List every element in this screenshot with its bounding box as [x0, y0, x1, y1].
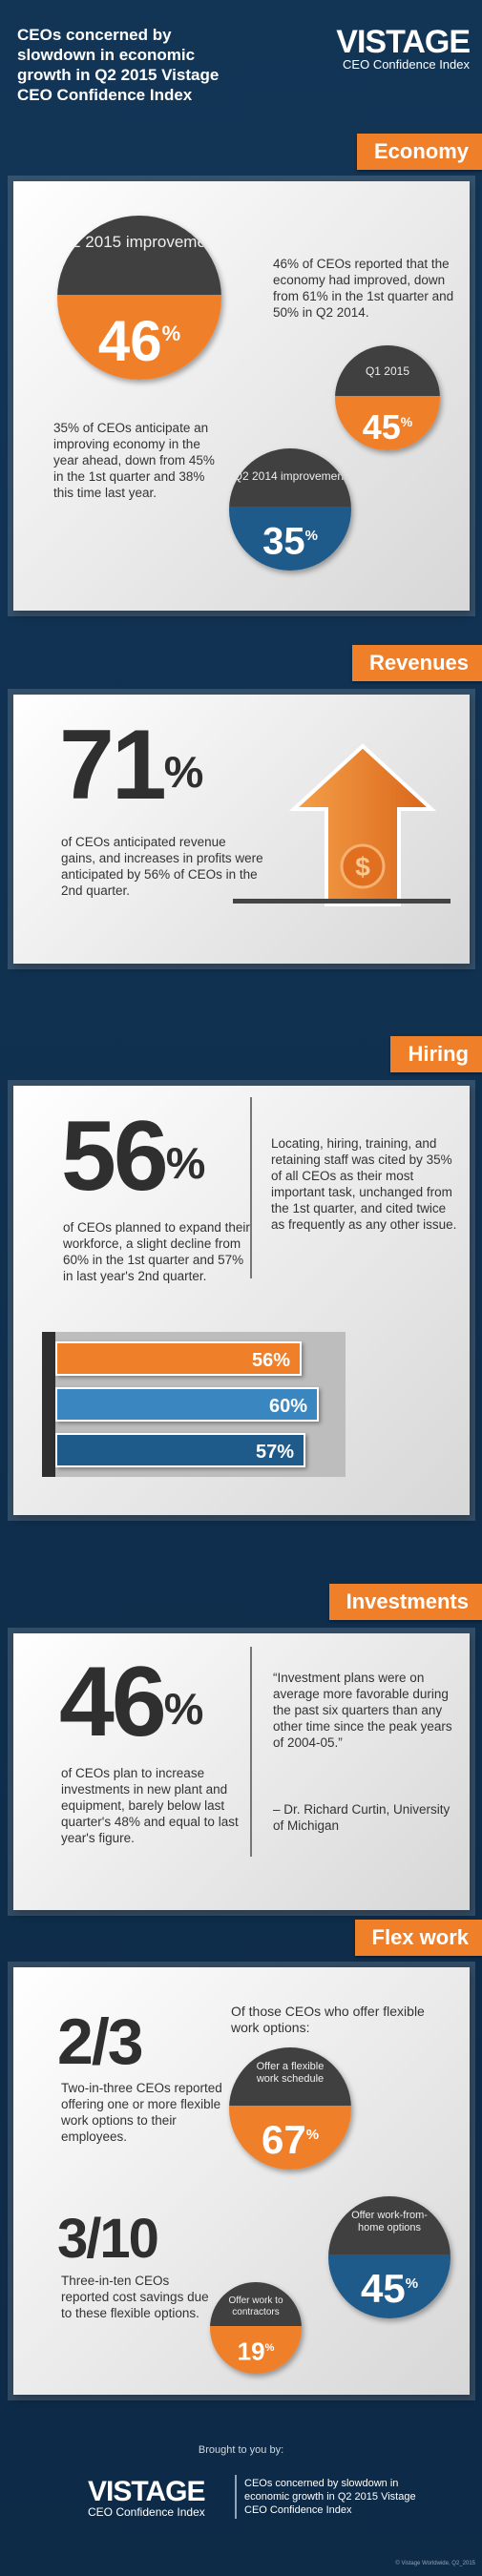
flex-options-heading: Of those CEOs who offer flexible work op…	[231, 2004, 425, 2035]
contractors-badge: Offer work to contractors 19%	[210, 2282, 302, 2374]
coin-symbol: $	[355, 852, 370, 882]
hiring-text-left: of CEOs planned to expand their workforc…	[63, 1220, 250, 1283]
footer-divider	[235, 2475, 237, 2519]
section-tab-hiring: Hiring	[390, 1036, 482, 1072]
revenues-value: 71%	[59, 710, 204, 821]
footer-vistage-logo: VISTAGE CEO Confidence Index	[88, 2476, 205, 2520]
badge-value: 45%	[335, 395, 440, 450]
economy-panel: Q2 2015 improvement 46% 46% of CEOs repo…	[13, 181, 470, 611]
badge-value: 45%	[328, 2254, 451, 2318]
revenue-arrow-icon: $	[288, 743, 437, 906]
badge-label: Q2 2014 improvement	[229, 448, 351, 508]
hiring-bar-2: 60%	[55, 1387, 319, 1422]
section-tab-investments: Investments	[328, 1584, 482, 1620]
flex-work-panel: 2/3 Two-in-three CEOs reported offering …	[13, 1967, 470, 2395]
copyright-text: © Vistage Worldwide, Q2_2015	[395, 2561, 475, 2566]
footer-logo-wordmark: VISTAGE	[88, 2476, 205, 2507]
q2-2014-badge: Q2 2014 improvement 35%	[229, 448, 351, 571]
flex-stat-three-tenths-text: Three-in-ten CEOs reported cost savings …	[61, 2274, 209, 2320]
hiring-value: 56%	[61, 1101, 206, 1212]
hiring-bar-3: 57%	[55, 1433, 305, 1467]
baseline-divider	[233, 899, 451, 904]
revenues-panel: 71% of CEOs anticipated revenue gains, a…	[13, 695, 470, 964]
q1-2015-badge: Q1 2015 45%	[335, 345, 440, 450]
section-tab-flex-work: Flex work	[354, 1920, 482, 1956]
badge-label: Q1 2015	[335, 345, 440, 396]
logo-subtitle: CEO Confidence Index	[343, 57, 470, 72]
flex-stat-two-thirds: 2/3	[57, 2005, 144, 2078]
footer-logo-subtitle: CEO Confidence Index	[88, 2505, 205, 2519]
investments-quote: “Investment plans were on average more f…	[273, 1671, 452, 1750]
flex-stat-three-tenths: 3/10	[57, 2208, 159, 2270]
flexible-schedule-badge: Offer a flexible work schedule 67%	[229, 2047, 351, 2170]
brought-to-you-by: Brought to you by:	[198, 2444, 284, 2456]
badge-value: 19%	[210, 2326, 302, 2374]
badge-label: Q2 2015 improvement	[57, 216, 221, 295]
logo-wordmark: VISTAGE	[336, 24, 471, 60]
badge-value: 67%	[229, 2106, 351, 2170]
q2-2015-badge: Q2 2015 improvement 46%	[57, 216, 221, 380]
section-tab-revenues: Revenues	[352, 645, 482, 681]
economy-text-right: 46% of CEOs reported that the economy ha…	[273, 257, 454, 320]
badge-label: Offer work to contractors	[210, 2282, 302, 2327]
hiring-text-right: Locating, hiring, training, and retainin…	[271, 1136, 457, 1232]
economy-text-left: 35% of CEOs anticipate an improving econ…	[53, 421, 215, 500]
hiring-bar-chart: 56% 60% 57%	[42, 1332, 346, 1477]
column-divider	[250, 1647, 252, 1857]
investments-text: of CEOs plan to increase investments in …	[61, 1766, 239, 1845]
investments-panel: 46% of CEOs plan to increase investments…	[13, 1633, 470, 1910]
column-divider	[250, 1097, 252, 1278]
investments-value: 46%	[59, 1647, 204, 1757]
badge-label: Offer a flexible work schedule	[229, 2047, 351, 2107]
hiring-bar-1: 56%	[55, 1341, 302, 1376]
vistage-logo: VISTAGE CEO Confidence Index	[298, 24, 471, 72]
quote-attribution: – Dr. Richard Curtin, University of Mich…	[273, 1802, 451, 1833]
section-tab-economy: Economy	[356, 134, 482, 170]
badge-value: 35%	[229, 507, 351, 571]
hiring-panel: 56% of CEOs planned to expand their work…	[13, 1086, 470, 1515]
page-title: CEOs concerned by slowdown in economic g…	[17, 26, 220, 104]
work-from-home-badge: Offer work-from-home options 45%	[328, 2196, 451, 2318]
flex-stat-two-thirds-text: Two-in-three CEOs reported offering one …	[61, 2081, 222, 2144]
badge-label: Offer work-from-home options	[328, 2196, 451, 2255]
revenues-text: of CEOs anticipated revenue gains, and i…	[61, 835, 263, 898]
chart-axis	[42, 1332, 55, 1477]
footer-description: CEOs concerned by slowdown in economic g…	[244, 2478, 416, 2516]
badge-value: 46%	[57, 294, 221, 380]
